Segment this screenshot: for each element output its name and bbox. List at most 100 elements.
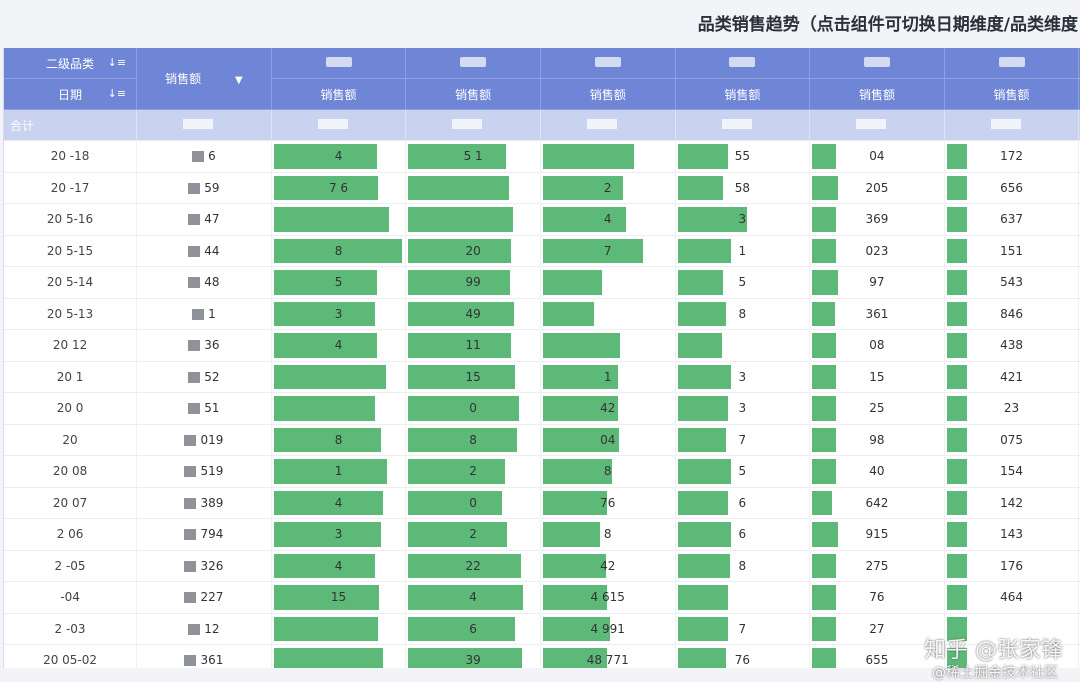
cell-value: 205: [865, 180, 889, 195]
header-date-dimension[interactable]: 日期 ↓≡: [4, 78, 138, 110]
category-sales-cell: [1078, 266, 1080, 299]
cell-value: 172: [1000, 149, 1023, 164]
date-cell: 20 -18: [4, 140, 138, 173]
data-bar: [677, 238, 731, 263]
data-bar: [408, 175, 509, 200]
category-sales-cell: 1: [675, 235, 811, 267]
sort-icon[interactable]: ↓≡: [107, 87, 127, 100]
header-category-dimension[interactable]: 二级品类 ↓≡: [4, 48, 138, 79]
cell-value: 23: [1003, 401, 1020, 416]
category-sales-cell: 12: [1078, 361, 1080, 393]
sales-value: 48: [204, 275, 220, 290]
cell-value: 4: [334, 495, 343, 510]
header-category-1[interactable]: [271, 48, 407, 79]
header-category-2[interactable]: [405, 48, 541, 79]
sales-value: 44: [204, 243, 220, 258]
table-row[interactable]: 2 06 794 3 2 8 6 915 143: [4, 518, 1080, 551]
table-row[interactable]: 20 -17 59 7 6 2 58 205 656: [4, 172, 1080, 204]
data-bar: [677, 396, 729, 421]
category-sales-cell: 642: [809, 487, 945, 519]
cell-value: 39: [465, 653, 481, 668]
redaction-mark: [184, 529, 197, 541]
redaction-mark: [188, 340, 201, 352]
category-name-redacted: [729, 57, 756, 67]
sort-icon[interactable]: ↓≡: [107, 56, 127, 69]
date-cell: 20 5-16: [4, 203, 138, 236]
category-sales-cell: [1078, 172, 1080, 204]
data-bar: [273, 364, 386, 389]
sales-value: 227: [200, 590, 224, 605]
table-row[interactable]: 20 5-15 44 8 20 7 1 023 151 2: [4, 235, 1080, 267]
data-bar: [677, 648, 726, 668]
data-bar: [273, 301, 376, 326]
table-row[interactable]: 20 5-14 48 5 99 5 97 543: [4, 266, 1080, 299]
table-row[interactable]: -04 227 15 4 4 615 76 464: [4, 581, 1080, 614]
data-bar: [273, 396, 376, 421]
header-category-7[interactable]: [1078, 48, 1080, 79]
header-category-3[interactable]: [540, 48, 676, 79]
cell-value: 275: [865, 558, 889, 573]
cell-value: 5: [738, 275, 747, 290]
cell-value: 04: [600, 432, 616, 447]
cell-value: 151: [1000, 243, 1023, 258]
table-row[interactable]: 2 -05 326 4 22 42 8 275 176: [4, 550, 1080, 582]
data-bar: [812, 207, 837, 232]
table-row[interactable]: 2 -03 12 6 4 991 7 27: [4, 613, 1080, 645]
header-category-6[interactable]: [944, 48, 1080, 79]
table-row[interactable]: 20 0 51 0 42 3 25 23 11: [4, 392, 1080, 425]
cell-value: 25: [869, 401, 885, 416]
page-title: 品类销售趋势（点击组件可切换日期维度/品类维度: [697, 15, 1078, 35]
category-sales-cell: 172: [944, 140, 1080, 173]
data-bar: [946, 585, 967, 610]
sales-value: 6: [208, 149, 216, 164]
cell-value: 1: [334, 464, 343, 479]
data-bar: [812, 522, 838, 547]
category-sales-cell: 846: [944, 298, 1080, 330]
data-bar: [542, 175, 624, 200]
date-cell: 20: [4, 424, 138, 456]
data-bar: [542, 648, 608, 668]
sales-value: 51: [204, 401, 220, 416]
category-sales-cell: [1078, 329, 1080, 362]
data-bar: [946, 396, 967, 421]
category-sales-cell: 25: [809, 392, 945, 425]
data-bar: [677, 301, 726, 326]
data-bar: [812, 396, 837, 421]
header-category-4[interactable]: [675, 48, 811, 79]
table-row[interactable]: 20 5-13 1 3 49 8 361 846: [4, 298, 1080, 330]
cell-value: 08: [869, 338, 885, 353]
sales-cell: 12: [136, 613, 272, 645]
table-row[interactable]: 20 07 389 4 0 76 6 642 142 12: [4, 487, 1080, 519]
table-row[interactable]: 20 -18 6 4 5 1 55 04 172: [4, 140, 1080, 173]
date-cell: 20 1: [4, 361, 138, 393]
category-sales-cell: 98: [809, 424, 945, 456]
table-row[interactable]: 20 12 36 4 11 08 438: [4, 329, 1080, 362]
category-sales-cell: 15: [271, 581, 407, 614]
table-row[interactable]: 20 05-02 361 39 48 771 76 655: [4, 644, 1080, 668]
data-bar: [273, 144, 377, 169]
table-row[interactable]: 20 1 52 15 1 3 15 421 12: [4, 361, 1080, 393]
table-row[interactable]: 20 5-16 47 4 3 369 637: [4, 203, 1080, 236]
category-sales-cell: 0: [405, 487, 541, 519]
data-bar: [542, 364, 618, 389]
dropdown-triangle-icon[interactable]: ▼: [234, 75, 243, 86]
header-category-5[interactable]: [809, 48, 945, 79]
data-bar: [408, 396, 520, 421]
date-cell: 20 -17: [4, 172, 138, 204]
category-sales-cell: [540, 298, 676, 330]
cell-value: 6: [469, 621, 477, 636]
category-sales-cell: 11: [1078, 392, 1080, 425]
cell-value: 27: [869, 621, 885, 636]
header-sales-main[interactable]: 销售额 ▼: [136, 48, 272, 110]
pivot-table: 二级品类 ↓≡ 销售额 ▼ 日期 ↓≡: [3, 48, 1080, 668]
sales-cell: 019: [136, 424, 272, 456]
category-sales-cell: 205: [809, 172, 945, 204]
category-sales-cell: [271, 644, 407, 668]
table-row[interactable]: 20 0851912854015412: [4, 455, 1080, 488]
category-sales-cell: [405, 172, 541, 204]
table-row[interactable]: 20 019 8 8 04 7 98 075 12: [4, 424, 1080, 456]
data-bar: [812, 490, 833, 515]
redaction-mark: [192, 151, 205, 163]
cell-value: 99: [465, 275, 481, 290]
category-sales-cell: 11: [405, 329, 541, 362]
